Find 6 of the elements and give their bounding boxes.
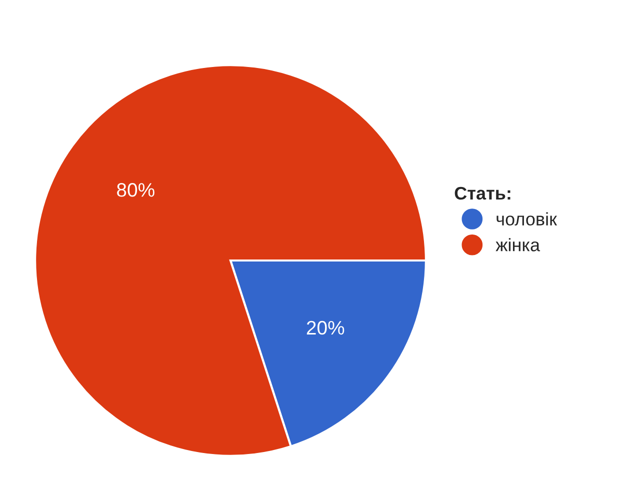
legend-label: жінка — [496, 238, 540, 252]
legend-label: чоловік — [496, 212, 558, 226]
legend-title: Стать: — [454, 186, 510, 200]
data-label: 80% — [117, 183, 154, 197]
data-label: 20% — [306, 320, 344, 335]
pie-slice — [34, 64, 428, 458]
